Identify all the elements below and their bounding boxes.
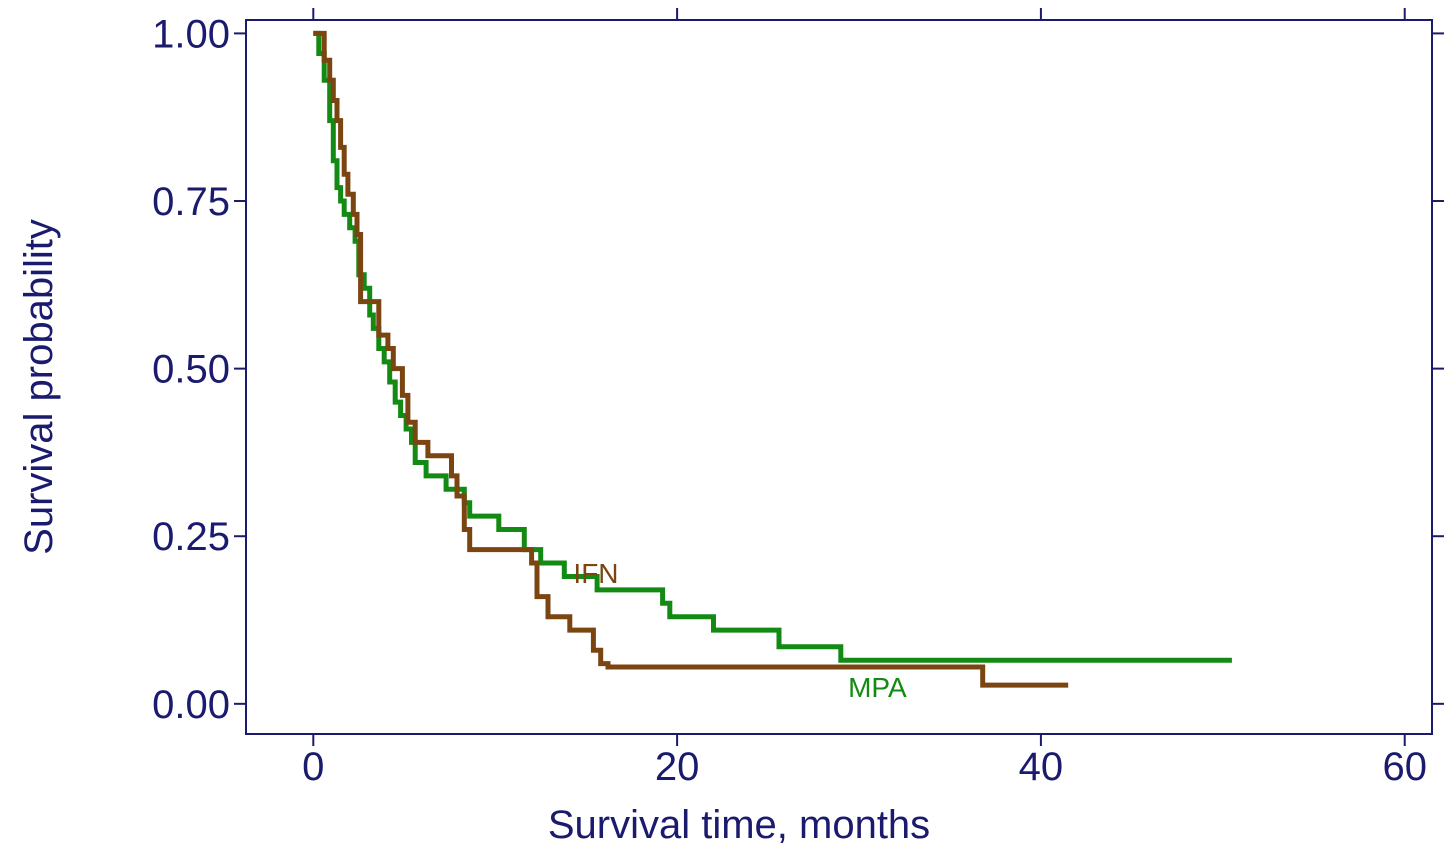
series-line-mpa: [313, 30, 1232, 663]
series-label-ifn: IFN: [573, 558, 618, 589]
x-tick-label: 0: [302, 745, 324, 789]
y-axis: 0.00 0.25 0.50 0.75 1.00: [152, 12, 1444, 727]
y-tick-label: 0.75: [152, 180, 230, 224]
y-tick-label: 1.00: [152, 12, 230, 56]
x-axis: 0 20 40 60: [302, 8, 1427, 789]
y-tick-label: 0.00: [152, 683, 230, 727]
y-tick-label: 0.50: [152, 348, 230, 392]
y-tick-label: 0.25: [152, 515, 230, 559]
plot-frame: [245, 19, 1433, 735]
x-tick-label: 20: [655, 745, 700, 789]
series-layer: MPA IFN: [313, 30, 1232, 703]
series-label-mpa: MPA: [848, 672, 907, 703]
x-axis-label: Survival time, months: [548, 803, 930, 845]
y-axis-label: Survival probability: [17, 219, 61, 555]
x-tick-label: 40: [1019, 745, 1064, 789]
x-tick-label: 60: [1382, 745, 1427, 789]
series-line-ifn: [313, 30, 1069, 688]
